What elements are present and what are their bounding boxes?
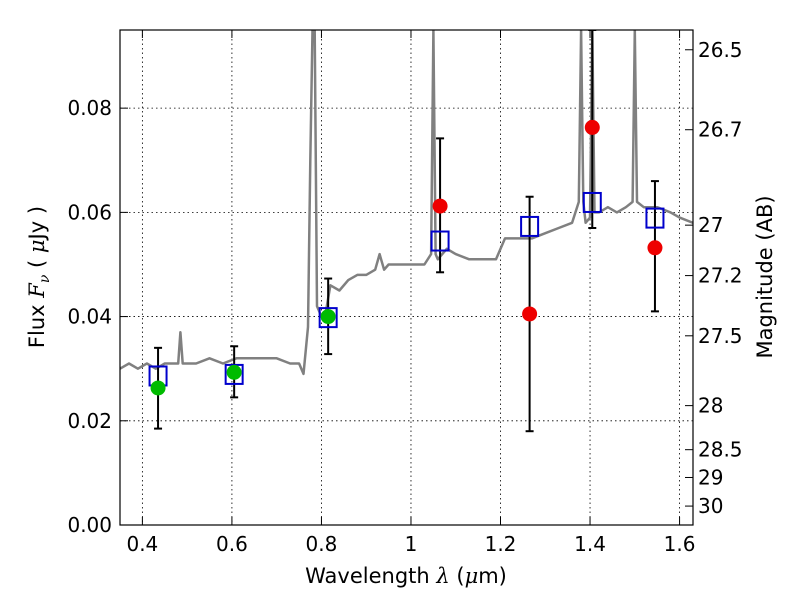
red-data-point bbox=[647, 240, 663, 256]
magnitude-tick-label: 26.7 bbox=[698, 118, 743, 142]
model-photometry-square bbox=[582, 191, 602, 213]
green-data-point bbox=[320, 309, 336, 325]
grid bbox=[120, 30, 693, 525]
model-photometry-square bbox=[520, 215, 540, 237]
magnitude-tick-label: 30 bbox=[698, 494, 723, 518]
data-markers bbox=[148, 119, 665, 396]
magnitude-tick-label: 28 bbox=[698, 394, 723, 418]
green-data-point bbox=[226, 364, 242, 380]
x-tick-label: 1.2 bbox=[485, 532, 517, 556]
x-tick-label: 1.4 bbox=[574, 532, 606, 556]
model-photometry-square bbox=[430, 230, 450, 252]
magnitude-tick-label: 27.5 bbox=[698, 324, 743, 348]
axis-ticks: 0.4 0.6 0.8 1 1.2 1.4 1.6 0.00 0.02 0.04 0.06 0.08 2… bbox=[67, 30, 743, 556]
magnitude-tick-label: 26.5 bbox=[698, 38, 743, 62]
magnitude-tick-label: 27 bbox=[698, 213, 723, 237]
x-tick-label: 1 bbox=[405, 532, 418, 556]
x-tick-label: 0.8 bbox=[306, 532, 338, 556]
plot-area bbox=[120, 30, 693, 433]
y-tick-label: 0.08 bbox=[67, 96, 112, 120]
x-tick-label: 0.4 bbox=[126, 532, 158, 556]
red-data-point bbox=[432, 198, 448, 214]
green-data-point bbox=[150, 380, 166, 396]
red-data-point bbox=[522, 306, 538, 322]
x-tick-label: 1.6 bbox=[664, 532, 696, 556]
magnitude-tick-label: 28.5 bbox=[698, 438, 743, 462]
magnitude-axis-label: Magnitude (AB) bbox=[753, 195, 777, 358]
y-tick-label: 0.04 bbox=[67, 305, 112, 329]
y-tick-label: 0.02 bbox=[67, 409, 112, 433]
model-photometry-square bbox=[645, 207, 665, 229]
red-data-point bbox=[584, 119, 600, 135]
x-axis-label: Wavelength λ (μm) bbox=[305, 564, 507, 588]
x-tick-label: 0.6 bbox=[216, 532, 248, 556]
y-tick-label: 0.00 bbox=[67, 513, 112, 537]
y-tick-label: 0.06 bbox=[67, 200, 112, 224]
magnitude-tick-label: 29 bbox=[698, 465, 723, 489]
plot-frame bbox=[119, 29, 694, 526]
y-axis-label: Flux Fν ( μJy ) bbox=[25, 206, 53, 348]
model-photometry-square bbox=[318, 307, 338, 329]
magnitude-tick-label: 27.2 bbox=[698, 264, 743, 288]
model-spectrum-line bbox=[120, 30, 693, 376]
